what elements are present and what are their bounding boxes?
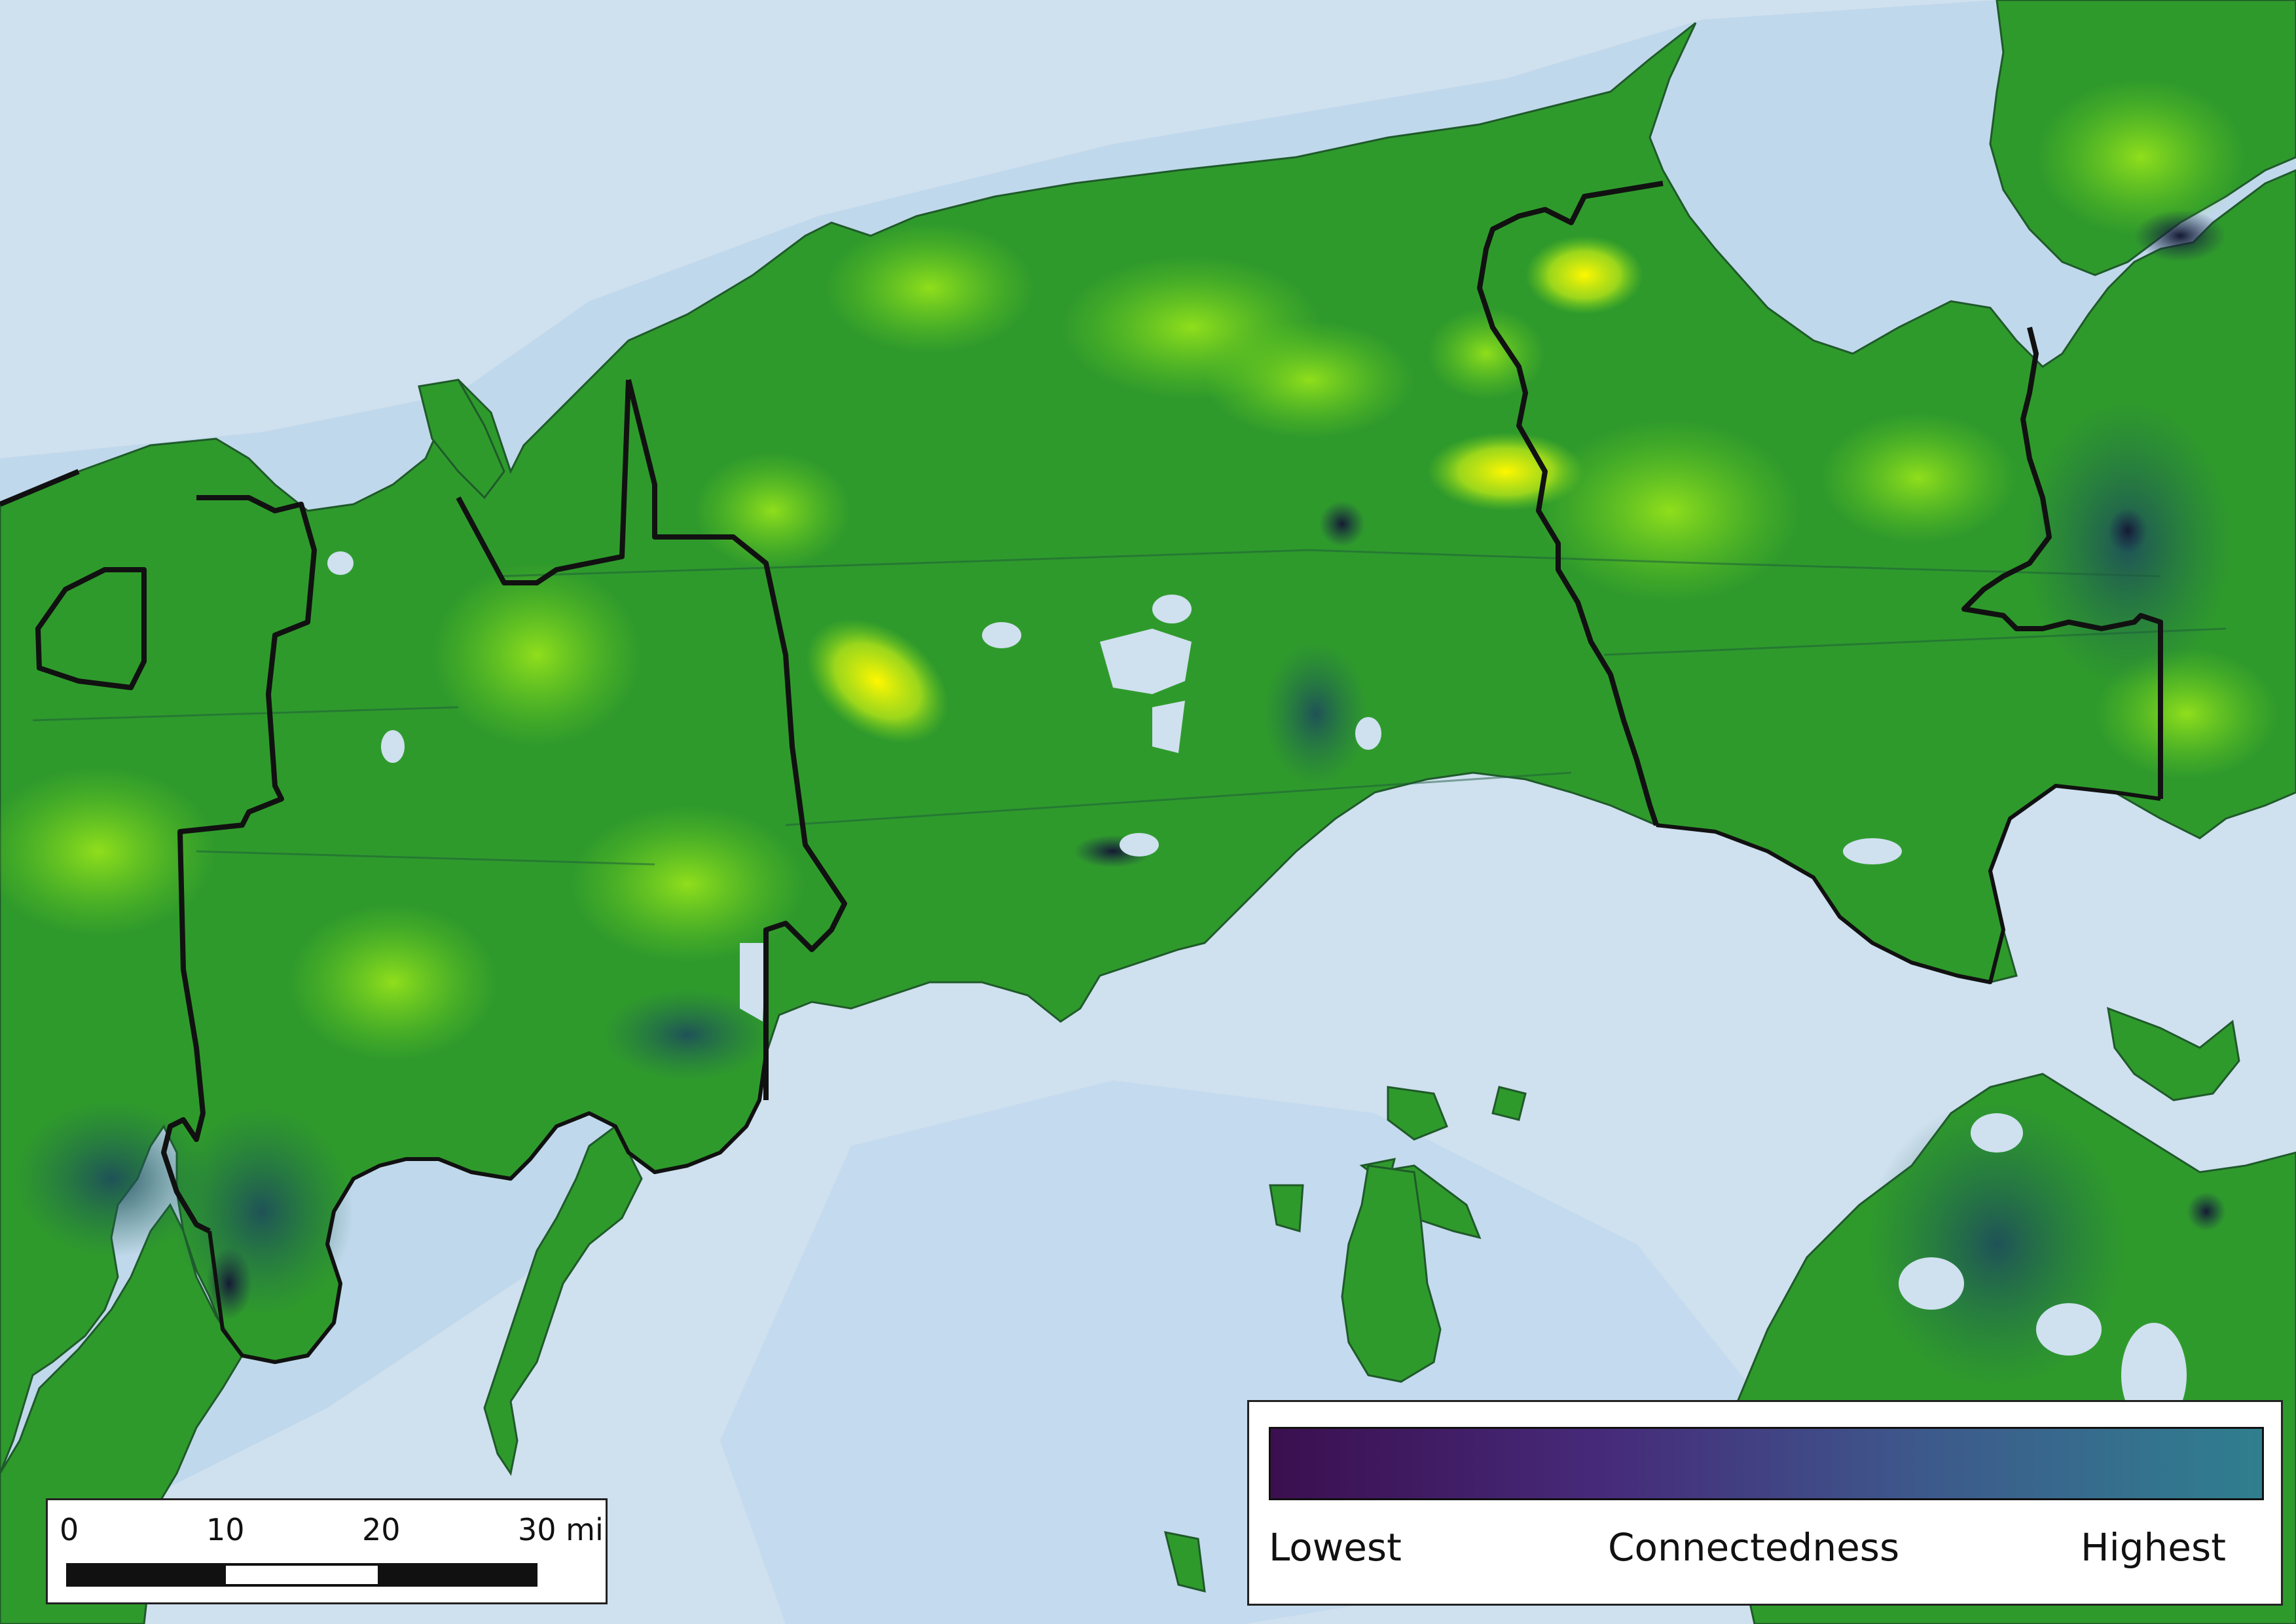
island-3 (1491, 1086, 1527, 1121)
legend-low-label: Lowest (1269, 1525, 1402, 1570)
scale-label-20: 20 (362, 1512, 401, 1547)
scale-segment-3 (380, 1563, 538, 1587)
legend-high-label: Highest (2081, 1525, 2226, 1570)
region-outline-west (208, 1054, 768, 1364)
island-7 (1163, 1531, 1206, 1593)
roads (32, 549, 2227, 866)
connectedness-surface (0, 79, 2278, 1388)
island-big (1341, 1164, 1442, 1383)
legend-title: Connectedness (1608, 1525, 1900, 1570)
legend: Lowest Connectedness Highest (1247, 1400, 2283, 1606)
island-8 (418, 378, 505, 500)
county-boundaries (0, 181, 2163, 1234)
scale-segment-1 (66, 1563, 223, 1587)
scale-bar: 0 10 20 30 mi (46, 1498, 608, 1604)
region-outline (1656, 784, 2161, 984)
scale-segment-2 (223, 1563, 380, 1587)
legend-color-ramp (1269, 1427, 2264, 1500)
island-5 (1387, 1086, 1448, 1141)
scale-label-10: 10 (206, 1512, 245, 1547)
peninsula-south (483, 1124, 643, 1476)
island-4 (2107, 1006, 2240, 1101)
scale-label-0: 0 (60, 1512, 79, 1547)
island-6 (1269, 1184, 1304, 1232)
scale-label-30mi: 30 mi (518, 1512, 604, 1547)
